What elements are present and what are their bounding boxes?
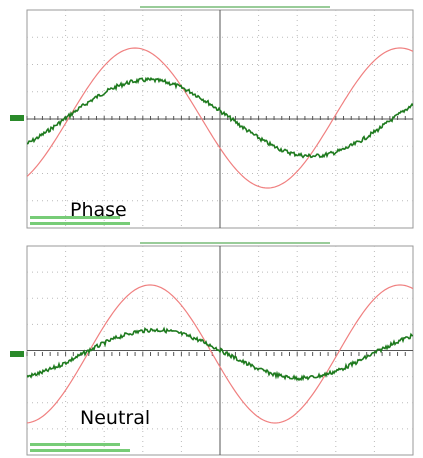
panel-label: Phase	[70, 199, 127, 221]
ground-marker	[10, 115, 24, 121]
ground-marker	[10, 351, 24, 357]
status-text	[30, 443, 120, 446]
status-text	[30, 449, 130, 452]
status-text	[30, 222, 130, 225]
neutral-panel	[10, 243, 413, 455]
scope-screenshot: Phase Neutral	[0, 0, 423, 458]
panel-label: Neutral	[80, 407, 150, 429]
phase-panel	[10, 7, 413, 228]
